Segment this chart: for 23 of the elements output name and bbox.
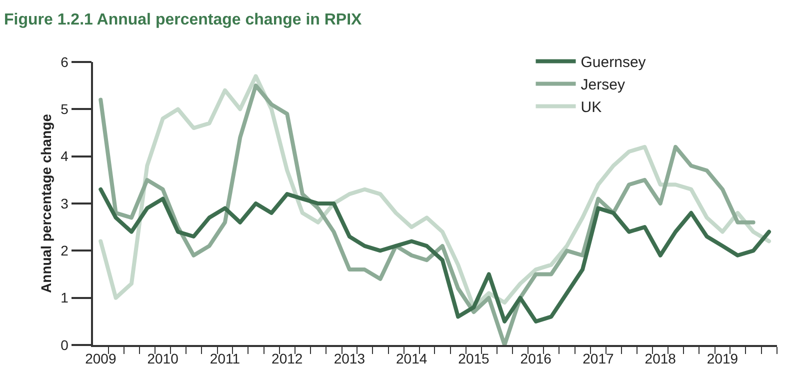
x-tick-label: 2012 [272, 350, 303, 367]
x-tick-label: 2014 [396, 350, 428, 367]
legend-label: Guernsey [580, 54, 646, 72]
x-tick-label: 2019 [706, 350, 738, 367]
chart-title: Figure 1.2.1 Annual percentage change in RPIX [4, 11, 362, 28]
x-tick-label: 2010 [147, 350, 179, 367]
y-tick-label: 6 [60, 54, 69, 70]
x-tick-label: 2018 [644, 350, 676, 367]
y-tick-label: 3 [60, 195, 69, 212]
x-tick-label: 2009 [85, 350, 116, 367]
y-tick-label: 5 [60, 101, 69, 118]
legend-label: UK [580, 99, 602, 116]
x-tick-label: 2017 [582, 350, 614, 367]
x-tick-label: 2011 [210, 350, 240, 367]
y-tick-label: 0 [60, 336, 69, 353]
y-tick-label: 2 [60, 242, 69, 259]
y-axis-title: Annual percentage change [38, 114, 54, 293]
y-tick-label: 4 [60, 148, 69, 164]
y-tick-label: 1 [60, 290, 69, 306]
x-tick-label: 2013 [334, 350, 366, 367]
x-tick-label: 2015 [458, 350, 490, 367]
legend-label: Jersey [580, 76, 626, 94]
x-tick-label: 2016 [520, 350, 552, 367]
